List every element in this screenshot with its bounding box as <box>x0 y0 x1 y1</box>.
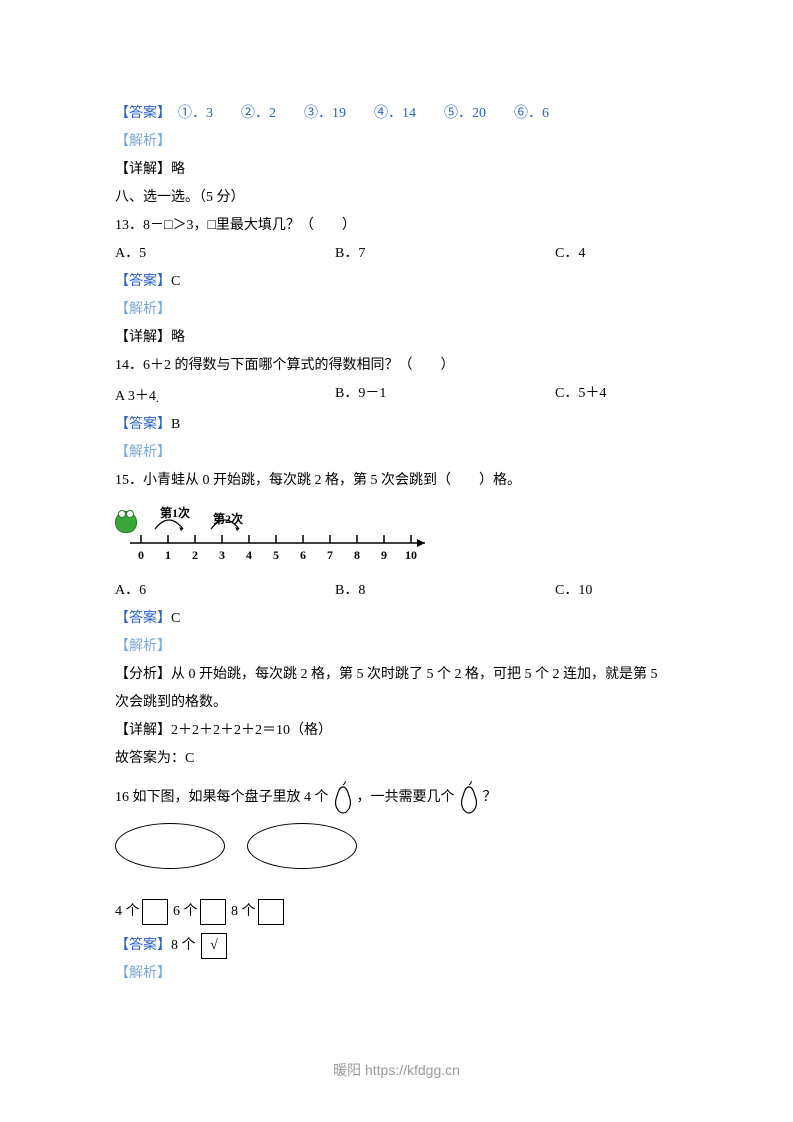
q13-choice-a: A．5 <box>115 240 335 268</box>
q16-prefix: 16 如下图，如果每个盘子里放 4 个 <box>115 784 329 812</box>
q16-options: 4 个 6 个 8 个 <box>115 898 678 926</box>
q16-opt1: 4 个 <box>115 904 140 919</box>
analysis-label: 【解析】 <box>115 633 678 661</box>
svg-text:10: 10 <box>405 548 417 562</box>
q15-choice-b: B．8 <box>335 577 555 605</box>
q15-detail: 【详解】2＋2＋2＋2＋2＝10（格） <box>115 717 678 745</box>
answer-label: 【答案】 <box>115 938 171 953</box>
q15-choice-a: A．6 <box>115 577 335 605</box>
plate-icon <box>115 823 225 869</box>
q13-choices: A．5 B．7 C．4 <box>115 240 678 268</box>
q15-analysis-1: 【分析】从 0 开始跳，每次跳 2 格，第 5 次时跳了 5 个 2 格，可把 … <box>115 661 678 689</box>
q16-suffix: ？ <box>483 784 497 812</box>
svg-text:5: 5 <box>273 548 279 562</box>
q15-answer-value: C <box>171 611 180 626</box>
analysis-label: 【解析】 <box>115 296 678 324</box>
q15-answer: 【答案】C <box>115 605 678 633</box>
q14-choice-b: B．9－1 <box>335 380 555 411</box>
q16-answer-pre: 8 个 <box>171 938 196 953</box>
pear-icon <box>457 781 481 815</box>
q13-answer-value: C <box>171 274 180 289</box>
analysis-label: 【解析】 <box>115 960 678 988</box>
q14-text: 14．6＋2 的得数与下面哪个算式的得数相同？（ ） <box>115 352 678 380</box>
svg-text:7: 7 <box>327 548 333 562</box>
q14-answer-value: B <box>171 417 180 432</box>
q16-answer: 【答案】8 个 √ <box>115 932 678 960</box>
checkbox[interactable] <box>142 899 168 925</box>
q15-choices: A．6 B．8 C．10 <box>115 577 678 605</box>
q15-choice-c: C．10 <box>555 577 678 605</box>
q13-answer: 【答案】C <box>115 268 678 296</box>
section-8: 八、选一选。（5 分） <box>115 184 678 212</box>
number-line: 第1次 第2次 012345678910 <box>115 501 678 571</box>
q13-choice-b: B．7 <box>335 240 555 268</box>
answer-label: 【答案】 <box>115 611 171 626</box>
q16-opt3: 8 个 <box>231 904 256 919</box>
q13-choice-c: C．4 <box>555 240 678 268</box>
answer-label: 【答案】 <box>115 417 171 432</box>
pear-icon <box>331 781 355 815</box>
q14-answer: 【答案】B <box>115 411 678 439</box>
svg-text:8: 8 <box>354 548 360 562</box>
checkbox-checked: √ <box>201 933 227 959</box>
analysis-label: 【解析】 <box>115 128 678 156</box>
detail-short: 【详解】略 <box>115 156 678 184</box>
svg-text:4: 4 <box>246 548 252 562</box>
q16-opt2: 6 个 <box>173 904 198 919</box>
q14-choice-a: A 3＋4. <box>115 380 335 411</box>
answers-top: 【答案】 ①．3 ②．2 ③．19 ④．14 ⑤．20 ⑥．6 <box>115 100 678 128</box>
page-footer: 暖阳 https://kfdgg.cn <box>0 1056 793 1084</box>
q15-conclusion: 故答案为：C <box>115 745 678 773</box>
q16-text: 16 如下图，如果每个盘子里放 4 个 ，一共需要几个 ？ <box>115 781 678 815</box>
checkbox[interactable] <box>200 899 226 925</box>
answer-label: 【答案】 <box>115 274 171 289</box>
plates <box>115 823 678 880</box>
q13-text: 13．8－□＞3，□里最大填几？（ ） <box>115 212 678 240</box>
answer-label: 【答案】 <box>115 106 164 121</box>
svg-text:3: 3 <box>219 548 225 562</box>
q15-text: 15．小青蛙从 0 开始跳，每次跳 2 格，第 5 次会跳到（ ）格。 <box>115 467 678 495</box>
number-line-svg: 0 1 2 3 4 5 6 7 8 9 10 <box>125 513 435 573</box>
q15-analysis-2: 次会跳到的格数。 <box>115 689 678 717</box>
q16-mid: ，一共需要几个 <box>357 784 455 812</box>
svg-text:0: 0 <box>138 548 144 562</box>
q14-choices: A 3＋4. B．9－1 C．5＋4 <box>115 380 678 411</box>
svg-text:9: 9 <box>381 548 387 562</box>
detail-short: 【详解】略 <box>115 324 678 352</box>
answer-items: ①．3 ②．2 ③．19 ④．14 ⑤．20 ⑥．6 <box>164 106 549 121</box>
svg-text:1: 1 <box>165 548 171 562</box>
analysis-label: 【解析】 <box>115 439 678 467</box>
plate-icon <box>247 823 357 869</box>
q14-choice-c: C．5＋4 <box>555 380 678 411</box>
svg-text:2: 2 <box>192 548 198 562</box>
checkbox[interactable] <box>258 899 284 925</box>
svg-text:6: 6 <box>300 548 306 562</box>
